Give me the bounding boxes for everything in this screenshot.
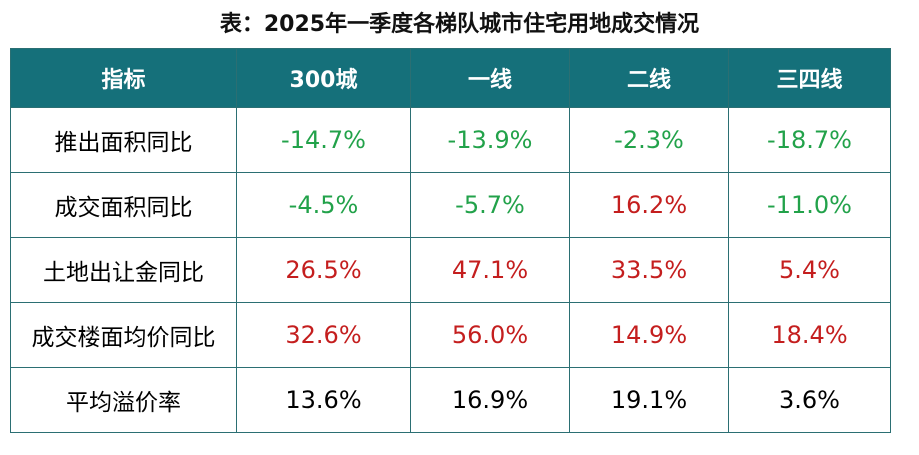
table-cell: 16.2%	[569, 172, 729, 238]
table-row: 土地出让金同比 26.5% 47.1% 33.5% 5.4%	[10, 237, 891, 303]
table-row: 成交楼面均价同比 32.6% 56.0% 14.9% 18.4%	[10, 302, 891, 368]
table-cell: 14.9%	[569, 302, 729, 368]
data-table: 指标 300城 一线 二线 三四线 推出面积同比 -14.7% -13.9% -…	[10, 48, 891, 433]
row-label: 成交楼面均价同比	[10, 302, 237, 368]
table-cell: -14.7%	[236, 107, 411, 173]
column-header-indicator: 指标	[10, 48, 237, 108]
column-header-tier2: 二线	[569, 48, 729, 108]
table-cell: 3.6%	[728, 367, 891, 433]
table-cell: -4.5%	[236, 172, 411, 238]
table-row: 平均溢价率 13.6% 16.9% 19.1% 3.6%	[10, 367, 891, 433]
table-cell: -13.9%	[410, 107, 570, 173]
column-header-300-cities: 300城	[236, 48, 411, 108]
table-row: 成交面积同比 -4.5% -5.7% 16.2% -11.0%	[10, 172, 891, 238]
table-cell: 32.6%	[236, 302, 411, 368]
table-cell: 13.6%	[236, 367, 411, 433]
table-cell: 47.1%	[410, 237, 570, 303]
table-cell: -2.3%	[569, 107, 729, 173]
table-cell: 56.0%	[410, 302, 570, 368]
table-cell: 18.4%	[728, 302, 891, 368]
row-label: 推出面积同比	[10, 107, 237, 173]
column-header-tier3-4: 三四线	[728, 48, 891, 108]
table-title: 表：2025年一季度各梯队城市住宅用地成交情况	[219, 12, 700, 37]
table-cell: -18.7%	[728, 107, 891, 173]
column-header-tier1: 一线	[410, 48, 570, 108]
table-cell: 26.5%	[236, 237, 411, 303]
table-cell: -11.0%	[728, 172, 891, 238]
row-label: 土地出让金同比	[10, 237, 237, 303]
row-label: 平均溢价率	[10, 367, 237, 433]
table-cell: 5.4%	[728, 237, 891, 303]
table-cell: 19.1%	[569, 367, 729, 433]
table-row: 推出面积同比 -14.7% -13.9% -2.3% -18.7%	[10, 107, 891, 173]
table-cell: 33.5%	[569, 237, 729, 303]
header-row: 指标 300城 一线 二线 三四线	[10, 48, 891, 108]
table-cell: 16.9%	[410, 367, 570, 433]
table-cell: -5.7%	[410, 172, 570, 238]
row-label: 成交面积同比	[10, 172, 237, 238]
